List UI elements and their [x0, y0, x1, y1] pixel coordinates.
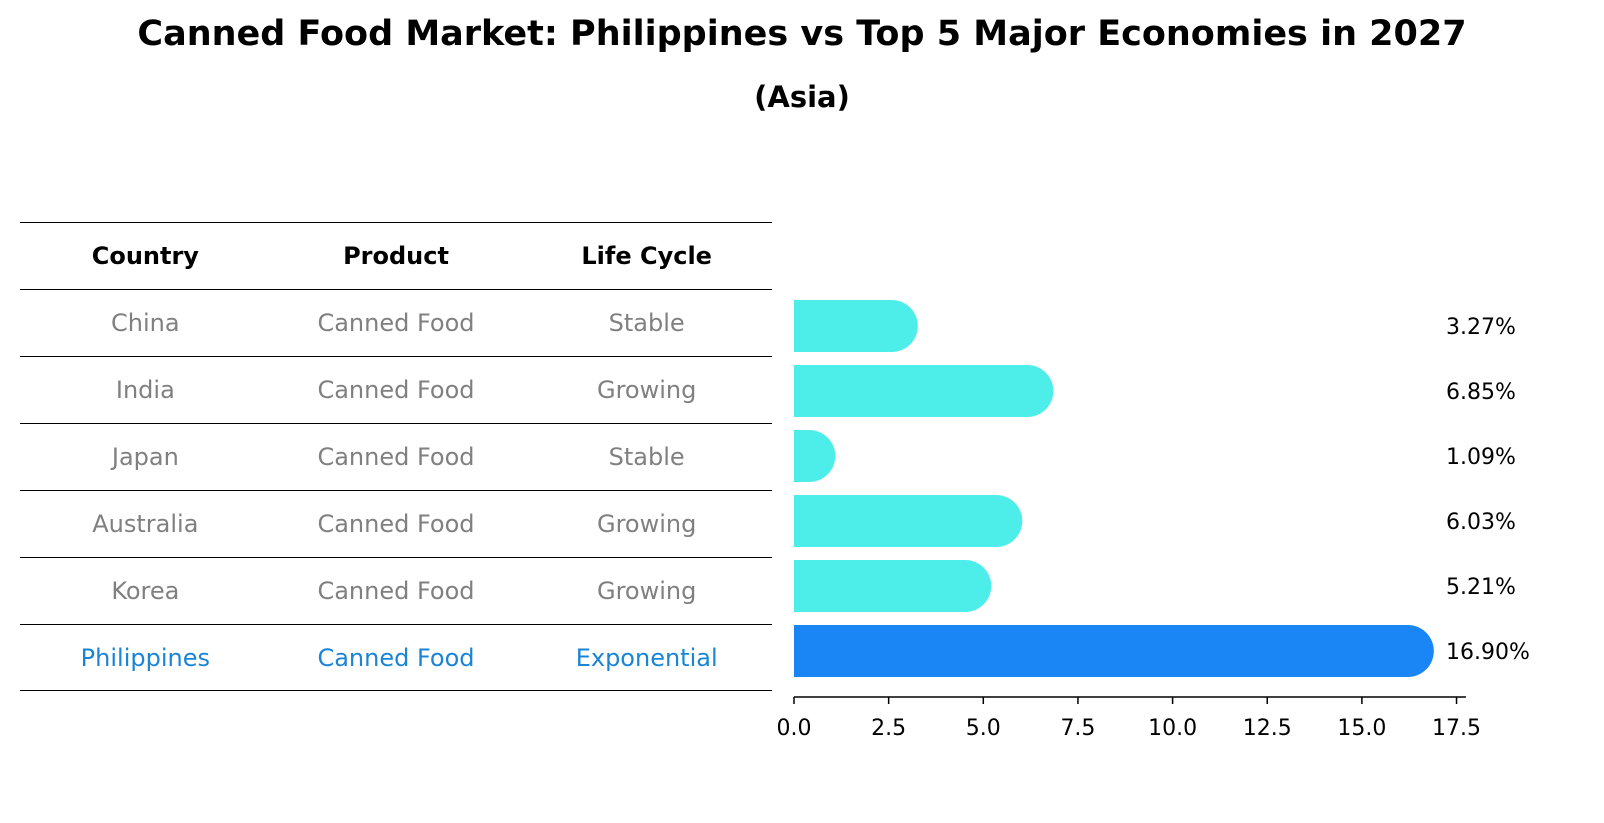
bar-korea — [794, 560, 992, 612]
cell-life-cycle: Stable — [608, 309, 685, 337]
table-row: Korea Canned Food Growing — [20, 557, 772, 624]
cell-life-cycle: Growing — [596, 510, 697, 538]
bar-australia — [794, 495, 1023, 547]
cell-life-cycle: Exponential — [575, 643, 718, 672]
cell-country: Japan — [111, 443, 179, 471]
table-row: Japan Canned Food Stable — [20, 423, 772, 490]
header-product: Product — [343, 242, 449, 270]
value-label: 5.21% — [1446, 575, 1516, 600]
bar-india — [794, 365, 1054, 417]
header-country: Country — [91, 242, 199, 270]
cell-country: Korea — [111, 577, 180, 605]
table-row: India Canned Food Growing — [20, 356, 772, 423]
table-header-row: Country Product Life Cycle — [20, 222, 772, 289]
chart-title: Canned Food Market: Philippines vs Top 5… — [137, 14, 1467, 54]
cell-country: China — [111, 309, 180, 337]
bar-china — [794, 300, 918, 352]
table-row: Australia Canned Food Growing — [20, 490, 772, 557]
bar-philippines — [794, 625, 1434, 677]
bar-japan — [794, 430, 836, 482]
cell-product: Canned Food — [317, 643, 475, 672]
chart-subtitle: (Asia) — [754, 80, 850, 114]
value-label: 3.27% — [1446, 315, 1516, 340]
cell-product: Canned Food — [317, 577, 475, 605]
cell-life-cycle: Growing — [596, 376, 697, 404]
cell-life-cycle: Growing — [596, 577, 697, 605]
x-tick-label: 17.5 — [1432, 716, 1481, 741]
bar-chart: 3.27% 6.85% 1.09% 6.03% 5.21% 16.90% 0.0 2.5 5.0… — [777, 300, 1530, 741]
cell-product: Canned Food — [317, 309, 475, 337]
value-label: 1.09% — [1446, 445, 1516, 470]
x-tick-label: 0.0 — [777, 716, 812, 741]
value-label: 6.85% — [1446, 380, 1516, 405]
cell-country: India — [115, 376, 175, 404]
cell-product: Canned Food — [317, 376, 475, 404]
x-tick-label: 15.0 — [1337, 716, 1386, 741]
x-tick-label: 2.5 — [871, 716, 906, 741]
comparison-table: Country Product Life Cycle China Canned … — [20, 222, 772, 691]
value-label: 6.03% — [1446, 510, 1516, 535]
cell-country: Philippines — [80, 643, 210, 672]
table-row-highlight: Philippines Canned Food Exponential — [20, 624, 772, 691]
cell-product: Canned Food — [317, 510, 475, 538]
header-life-cycle: Life Cycle — [581, 242, 712, 270]
x-tick-label: 12.5 — [1243, 716, 1292, 741]
cell-life-cycle: Stable — [608, 443, 685, 471]
cell-country: Australia — [92, 510, 199, 538]
x-tick-label: 5.0 — [966, 716, 1001, 741]
x-tick-label: 7.5 — [1060, 716, 1095, 741]
table-row: China Canned Food Stable — [20, 289, 772, 356]
value-label: 16.90% — [1446, 640, 1530, 665]
x-tick-label: 10.0 — [1148, 716, 1197, 741]
cell-product: Canned Food — [317, 443, 475, 471]
